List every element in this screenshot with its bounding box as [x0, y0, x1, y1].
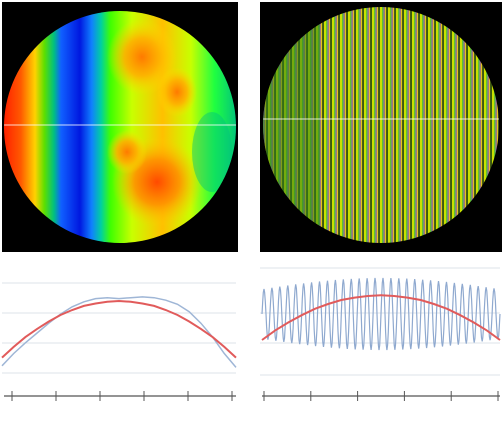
measured-trace — [261, 277, 501, 351]
left-profile-chart — [0, 254, 240, 424]
gridlines — [260, 267, 500, 376]
measured-trace — [1, 296, 237, 368]
fit-curve — [261, 294, 501, 341]
fit-curve — [1, 299, 237, 359]
x-axis-ticks — [263, 391, 499, 401]
x-axis-ticks — [11, 391, 233, 401]
gridlines — [2, 282, 236, 374]
surface-heatmap-icon — [2, 2, 238, 252]
fringe-pattern-map-icon — [260, 2, 502, 252]
right-fringe-map — [260, 2, 502, 252]
right-profile-chart — [258, 254, 502, 424]
left-surface-map — [2, 2, 238, 252]
